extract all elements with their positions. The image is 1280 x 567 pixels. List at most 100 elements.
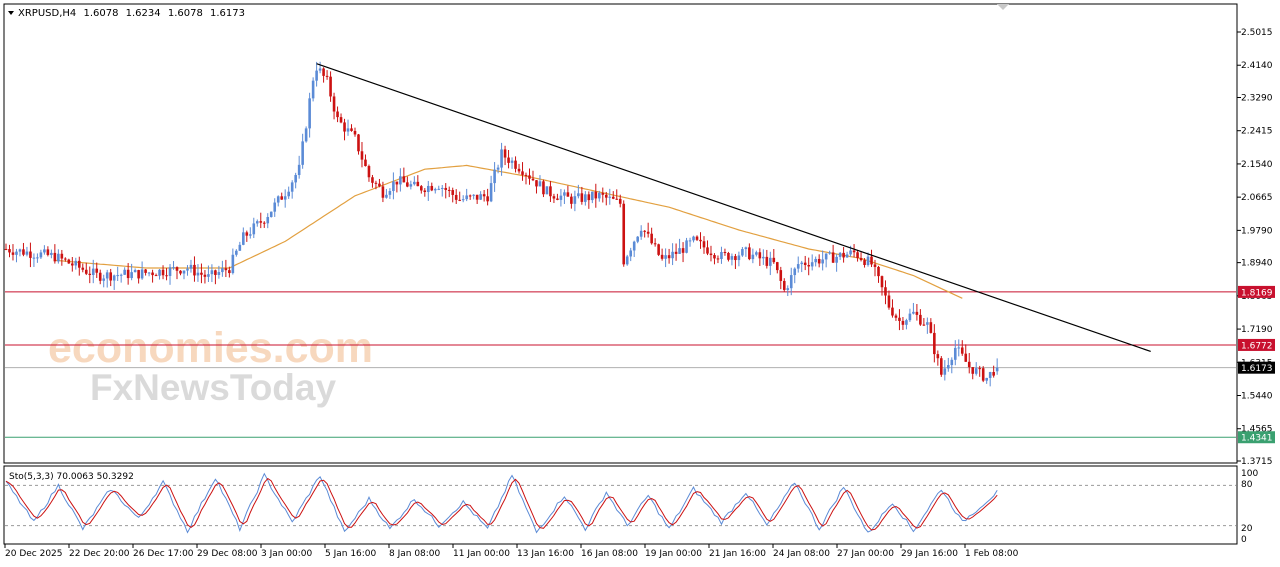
- candle-body: [535, 180, 538, 187]
- candle-body: [346, 128, 350, 132]
- candle-body: [465, 195, 468, 200]
- candle-body: [632, 241, 636, 251]
- candle-body: [870, 256, 873, 265]
- candle-body: [936, 354, 940, 359]
- candle-body: [552, 196, 556, 199]
- candle-body: [130, 272, 133, 279]
- candle-body: [800, 262, 804, 265]
- symbol-menu-triangle-icon[interactable]: [8, 11, 14, 15]
- candle-body: [57, 253, 60, 262]
- candle-body: [625, 256, 629, 265]
- candle-body: [322, 68, 325, 76]
- y-tick-label: 1.9790: [1241, 226, 1273, 236]
- candle-body: [974, 368, 978, 374]
- stoch-k-line: [5, 472, 998, 534]
- candle-body: [741, 249, 744, 256]
- y-tick-label: 2.0665: [1241, 193, 1273, 203]
- candle-body: [207, 274, 210, 277]
- x-tick-label: 3 Jan 00:00: [261, 549, 313, 559]
- candle-body: [444, 187, 448, 190]
- candle-body: [901, 320, 905, 325]
- candle-body: [814, 258, 817, 263]
- candle-body: [789, 275, 793, 289]
- candle-body: [235, 250, 238, 255]
- candle-body: [542, 181, 545, 195]
- candle-body: [186, 268, 189, 271]
- candle-body: [451, 190, 455, 195]
- candle-body: [880, 276, 884, 288]
- candle-body: [430, 185, 434, 191]
- candle-body: [95, 268, 99, 273]
- candle-body: [856, 252, 859, 259]
- x-tick-label: 29 Jan 16:00: [901, 549, 958, 559]
- candle-body: [294, 175, 297, 183]
- candle-body: [688, 240, 692, 242]
- x-tick-label: 26 Dec 17:00: [133, 549, 194, 559]
- candle-body: [723, 251, 727, 254]
- candle-body: [866, 256, 870, 265]
- chart-shift-marker-icon[interactable]: [997, 4, 1009, 10]
- y-tick-label: 2.3290: [1241, 93, 1273, 103]
- candle-body: [650, 233, 653, 244]
- candle-body: [852, 250, 856, 253]
- candle-body: [266, 217, 270, 224]
- candle-body: [74, 260, 78, 266]
- candle-body: [329, 76, 332, 97]
- candle-body: [674, 251, 678, 254]
- candle-body: [11, 252, 15, 255]
- candle-body: [489, 183, 493, 202]
- x-tick-label: 11 Jan 00:00: [453, 549, 510, 559]
- candle-body: [828, 252, 831, 254]
- candle-body: [538, 181, 542, 187]
- candle-body: [601, 192, 605, 195]
- candle-body: [475, 194, 479, 200]
- candle-body: [39, 252, 43, 258]
- candle-body: [503, 149, 507, 158]
- candle-body: [77, 260, 81, 268]
- candle-body: [67, 259, 71, 264]
- candle-body: [210, 270, 214, 275]
- candle-body: [611, 196, 615, 199]
- candle-body: [36, 257, 39, 259]
- candle-body: [458, 199, 461, 201]
- candle-body: [269, 211, 273, 218]
- candle-body: [249, 234, 252, 236]
- candle-body: [454, 194, 458, 200]
- candle-body: [891, 307, 894, 316]
- level-price-label: 1.6772: [1241, 341, 1273, 351]
- candle-body: [953, 347, 957, 360]
- candle-body: [971, 367, 975, 374]
- candle-body: [259, 221, 263, 223]
- candle-body: [175, 267, 179, 271]
- candle-body: [769, 257, 772, 266]
- candle-body: [838, 252, 842, 257]
- candle-body: [413, 181, 416, 185]
- candle-body: [399, 176, 402, 185]
- candle-body: [933, 332, 936, 355]
- candle-body: [713, 255, 716, 259]
- candle-body: [639, 230, 643, 237]
- candle-body: [737, 255, 741, 261]
- candle-body: [720, 251, 723, 259]
- descending-trendline[interactable]: [316, 63, 1151, 353]
- level-price-label-bg: [1238, 285, 1275, 298]
- candle-body: [64, 258, 67, 260]
- candle-body: [699, 239, 702, 242]
- candle-body: [810, 262, 814, 267]
- candle-body: [521, 171, 524, 175]
- level-price-label-bg: [1238, 431, 1275, 444]
- candle-body: [835, 256, 838, 263]
- y-tick-label: 1.5440: [1241, 392, 1273, 402]
- x-tick-label: 19 Jan 00:00: [645, 549, 702, 559]
- candle-body: [102, 278, 106, 281]
- candle-body: [887, 295, 891, 308]
- candle-body: [587, 194, 591, 201]
- candle-body: [594, 191, 598, 199]
- candle-body: [297, 164, 301, 176]
- watermark-economies: economies.com: [48, 324, 373, 372]
- x-tick-label: 21 Jan 16:00: [709, 549, 766, 559]
- candle-body: [88, 273, 92, 275]
- candle-body: [420, 186, 423, 191]
- candle-body: [657, 244, 660, 255]
